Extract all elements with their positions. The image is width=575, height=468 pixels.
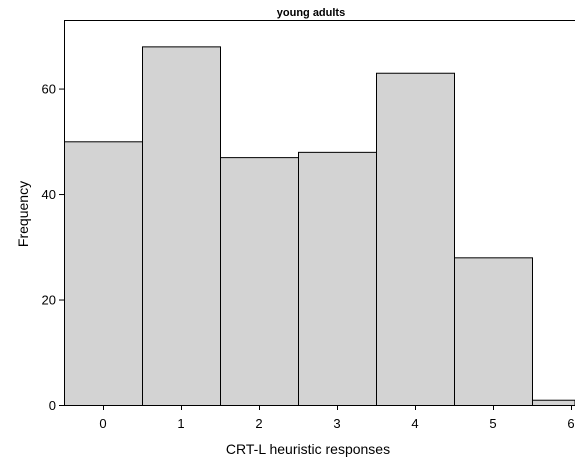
x-tick-label-4: 4	[411, 416, 418, 431]
y-tick-label-20: 20	[42, 293, 56, 308]
y-tick-label-60: 60	[42, 82, 56, 97]
x-tick-label-2: 2	[255, 416, 262, 431]
bar-1	[142, 46, 221, 406]
x-tick-label-1: 1	[177, 416, 184, 431]
y-axis: 0 20 40 60	[42, 82, 64, 413]
y-tick-label-40: 40	[42, 187, 56, 202]
bar-6	[532, 399, 575, 406]
bar-0	[64, 141, 143, 407]
chart-title: young adults	[277, 7, 345, 19]
bar-3	[298, 151, 377, 406]
x-tick-label-5: 5	[489, 416, 496, 431]
x-tick-label-3: 3	[333, 416, 340, 431]
y-axis-title: Frequency	[15, 181, 31, 247]
x-axis-title: CRT-L heuristic responses	[226, 441, 390, 457]
plot-frame	[64, 20, 575, 406]
bars-group	[64, 46, 575, 407]
y-tick-label-0: 0	[49, 398, 56, 413]
bar-5	[454, 257, 533, 406]
bar-4	[376, 72, 455, 407]
bar-2	[220, 157, 299, 406]
x-tick-label-0: 0	[99, 416, 106, 431]
x-axis: 0 1 2 3 4 5 6	[99, 405, 575, 431]
x-tick-label-6: 6	[567, 416, 574, 431]
